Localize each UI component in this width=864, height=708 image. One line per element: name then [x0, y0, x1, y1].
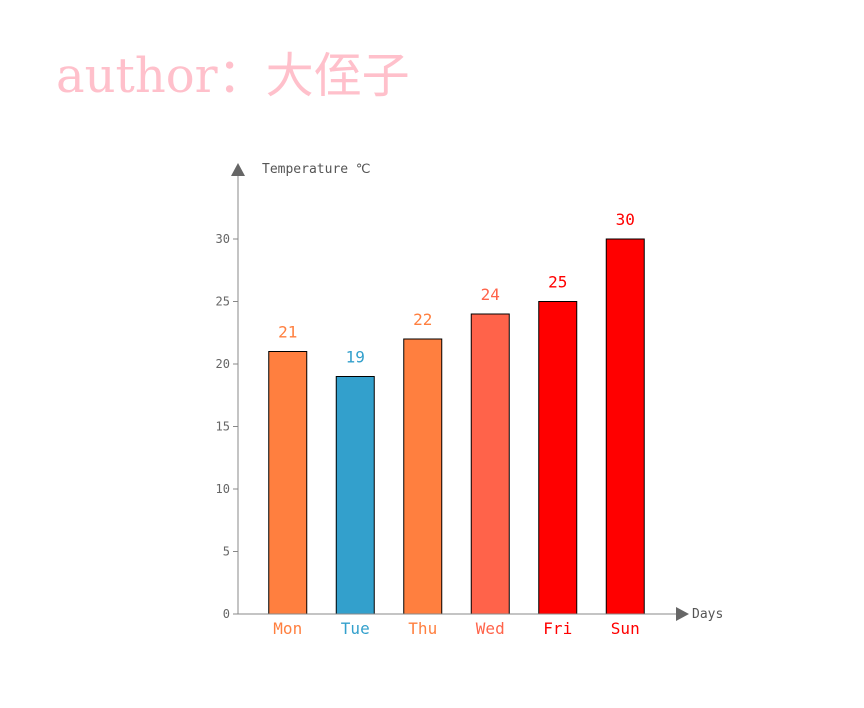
y-tick-label: 30 — [216, 232, 230, 246]
y-axis-label: Temperature ℃ — [262, 162, 371, 177]
y-tick-label: 0 — [223, 607, 230, 621]
author-watermark: author：大侄子 — [56, 48, 410, 104]
y-tick-label: 5 — [223, 545, 230, 559]
y-axis-arrow-icon — [231, 163, 245, 176]
bar — [403, 338, 443, 615]
x-category-label: Tue — [341, 619, 370, 638]
y-axis-ticks: 0 5 10 15 20 25 30 — [216, 232, 238, 621]
y-tick-label: 20 — [216, 357, 230, 371]
bar-value-label: 30 — [616, 210, 635, 229]
category-labels: Mon Tue Thu Wed Fri Sun — [273, 619, 639, 638]
bar — [335, 376, 375, 615]
y-tick-label: 25 — [216, 295, 230, 309]
bar — [605, 238, 645, 615]
x-category-label: Fri — [543, 619, 572, 638]
bar — [268, 351, 308, 615]
bar-value-label: 19 — [346, 348, 365, 367]
x-category-label: Sun — [611, 619, 640, 638]
bar — [470, 313, 510, 615]
y-tick-label: 15 — [216, 420, 230, 434]
x-axis-label: Days — [692, 607, 723, 622]
x-axis-arrow-icon — [676, 607, 689, 621]
y-tick-label: 10 — [216, 482, 230, 496]
bar-value-label: 21 — [278, 323, 297, 342]
bar-value-label: 24 — [481, 285, 500, 304]
x-category-label: Thu — [408, 619, 437, 638]
bar — [538, 301, 578, 615]
bar-value-label: 25 — [548, 273, 567, 292]
value-labels: 21 19 22 24 25 30 — [278, 210, 635, 367]
bar-value-label: 22 — [413, 310, 432, 329]
x-category-label: Mon — [273, 619, 302, 638]
bars — [268, 238, 645, 615]
x-category-label: Wed — [476, 619, 505, 638]
axes: Temperature ℃ Days — [231, 162, 723, 622]
